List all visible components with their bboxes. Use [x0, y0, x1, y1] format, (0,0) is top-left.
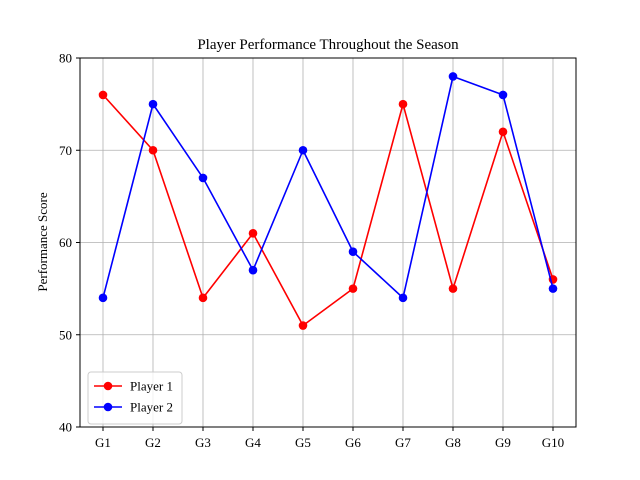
- data-point: [348, 284, 358, 293]
- legend: Player 1 Player 2: [87, 371, 183, 425]
- series-2: [98, 72, 558, 303]
- x-tick-label: G6: [345, 435, 361, 450]
- legend-label: Player 1: [130, 379, 173, 394]
- y-tick-label: 80: [59, 51, 72, 66]
- data-point: [448, 284, 458, 293]
- series-line: [102, 94, 554, 327]
- data-point: [98, 293, 108, 303]
- legend-label: Player 2: [130, 400, 173, 415]
- data-point: [248, 228, 258, 238]
- data-point: [348, 247, 358, 257]
- chart-title: Player Performance Throughout the Season: [197, 37, 459, 53]
- data-point: [298, 145, 308, 155]
- y-tick-label: 40: [59, 420, 72, 435]
- data-point: [98, 90, 108, 100]
- data-point: [498, 90, 508, 100]
- x-tick-label: G1: [95, 435, 111, 450]
- x-tick-label: G5: [295, 435, 311, 450]
- legend-marker: [103, 381, 113, 391]
- data-point: [398, 99, 408, 109]
- legend-item: Player 1: [94, 379, 173, 394]
- x-tick-label: G7: [395, 435, 411, 450]
- legend-marker: [103, 402, 113, 412]
- y-tick-label: 60: [59, 235, 72, 250]
- x-tick-label: G4: [245, 435, 261, 450]
- y-tick-label: 70: [59, 143, 72, 158]
- data-point: [148, 145, 158, 155]
- axes: G1 G2 G3 G4 G5 G6 G7 G8 G9 G10 40 50 60 70 80: [59, 51, 564, 451]
- data-point: [198, 293, 208, 303]
- x-tick-label: G9: [495, 435, 511, 450]
- series-layer: [98, 72, 558, 330]
- x-tick-label: G3: [195, 435, 211, 450]
- series-1: [98, 90, 558, 330]
- data-point: [248, 265, 258, 275]
- y-axis-label: Performance Score: [35, 192, 50, 291]
- data-point: [548, 284, 558, 293]
- data-point: [398, 293, 408, 303]
- data-point: [148, 99, 158, 109]
- y-tick-label: 50: [59, 327, 72, 342]
- legend-item: Player 2: [94, 400, 173, 415]
- data-point: [448, 72, 458, 81]
- x-tick-label: G8: [445, 435, 461, 450]
- x-tick-label: G10: [542, 435, 564, 450]
- series-line: [102, 75, 554, 299]
- data-point: [298, 321, 308, 330]
- data-point: [498, 127, 508, 137]
- x-tick-label: G2: [145, 435, 161, 450]
- data-point: [198, 173, 208, 183]
